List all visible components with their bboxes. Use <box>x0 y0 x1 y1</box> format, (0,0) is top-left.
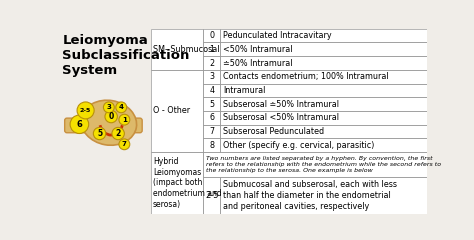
Circle shape <box>70 115 89 133</box>
Bar <box>220 29 427 42</box>
Circle shape <box>93 127 106 140</box>
Bar <box>151 29 427 214</box>
Bar <box>203 177 220 214</box>
Bar <box>203 138 220 152</box>
Circle shape <box>119 139 130 150</box>
Text: SM- Submucosal: SM- Submucosal <box>153 45 219 54</box>
FancyBboxPatch shape <box>64 118 92 133</box>
Text: 8: 8 <box>210 141 214 150</box>
Text: Contacts endometrium; 100% Intramural: Contacts endometrium; 100% Intramural <box>223 72 388 81</box>
Bar <box>151 152 203 214</box>
Text: 7: 7 <box>210 127 215 136</box>
Text: 5: 5 <box>210 100 215 108</box>
Text: 0: 0 <box>109 112 114 121</box>
Text: 7: 7 <box>122 141 127 147</box>
Text: 3: 3 <box>106 104 111 110</box>
Bar <box>203 56 220 70</box>
Bar <box>151 70 203 152</box>
Text: 4: 4 <box>210 86 214 95</box>
Circle shape <box>103 102 114 113</box>
Text: Leiomyoma
Subclassification
System: Leiomyoma Subclassification System <box>63 34 190 77</box>
Bar <box>203 29 220 42</box>
Circle shape <box>116 102 127 113</box>
Text: Pedunculated Intracavitary: Pedunculated Intracavitary <box>223 31 331 40</box>
Bar <box>220 70 427 84</box>
Bar <box>151 29 203 70</box>
Text: Subserosal ≐50% Intramural: Subserosal ≐50% Intramural <box>223 100 339 108</box>
Bar <box>203 84 220 97</box>
Text: Other (specify e.g. cervical, parasitic): Other (specify e.g. cervical, parasitic) <box>223 141 374 150</box>
Circle shape <box>77 102 94 119</box>
Text: 2-5: 2-5 <box>80 108 91 113</box>
Text: 2: 2 <box>116 129 121 138</box>
Bar <box>220 56 427 70</box>
Text: 4: 4 <box>119 104 124 110</box>
Text: 1: 1 <box>210 45 214 54</box>
Text: 0: 0 <box>210 31 214 40</box>
Bar <box>220 42 427 56</box>
Text: Subserosal <50% Intramural: Subserosal <50% Intramural <box>223 113 339 122</box>
Bar <box>203 125 220 138</box>
Bar <box>203 70 220 84</box>
Text: 1: 1 <box>122 117 127 123</box>
Text: <50% Intramural: <50% Intramural <box>223 45 292 54</box>
Text: Submucosal and subserosal, each with less
than half the diameter in the endometr: Submucosal and subserosal, each with les… <box>223 180 397 211</box>
Text: ≐50% Intramural: ≐50% Intramural <box>223 59 292 67</box>
Circle shape <box>119 114 130 125</box>
Bar <box>203 152 427 177</box>
Text: O - Other: O - Other <box>153 106 190 115</box>
Bar <box>220 97 427 111</box>
Bar <box>203 42 220 56</box>
Text: 6: 6 <box>76 120 82 129</box>
Text: Intramural: Intramural <box>223 86 265 95</box>
Text: Hybrid
Leiomyomas
(impact both
endometrium and
serosa): Hybrid Leiomyomas (impact both endometri… <box>153 157 222 209</box>
Text: 3: 3 <box>210 72 214 81</box>
Bar <box>220 111 427 125</box>
FancyBboxPatch shape <box>114 118 142 133</box>
Bar <box>220 125 427 138</box>
Bar <box>59 29 151 214</box>
Text: 2-5: 2-5 <box>205 191 219 200</box>
Text: 5: 5 <box>97 129 102 138</box>
Circle shape <box>112 127 124 140</box>
Text: Subserosal Pedunculated: Subserosal Pedunculated <box>223 127 324 136</box>
Bar <box>203 111 220 125</box>
Bar <box>203 97 220 111</box>
Text: 2: 2 <box>210 59 215 67</box>
Bar <box>220 138 427 152</box>
Text: 6: 6 <box>210 113 214 122</box>
Ellipse shape <box>81 100 137 145</box>
Text: Two numbers are listed separated by a hyphen. By convention, the first
refers to: Two numbers are listed separated by a hy… <box>206 156 441 173</box>
Bar <box>220 84 427 97</box>
Circle shape <box>105 110 118 123</box>
Bar <box>220 177 427 214</box>
